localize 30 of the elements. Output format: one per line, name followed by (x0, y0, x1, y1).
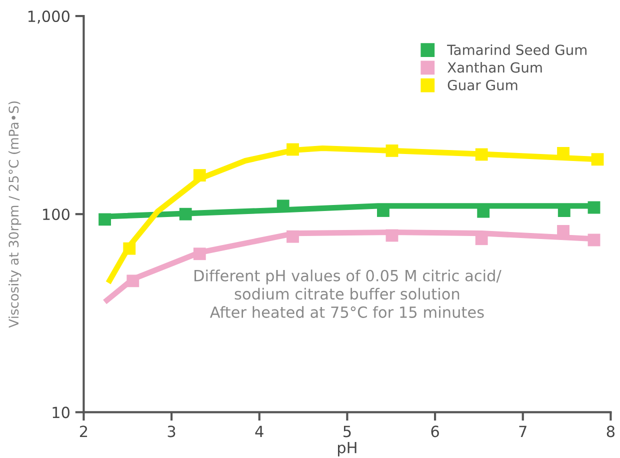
y-tick-label: 100 (43, 208, 70, 220)
point (193, 169, 206, 182)
point (286, 143, 299, 156)
x-tick-label: 5 (344, 426, 351, 438)
y-tick-label: 1,000 (28, 10, 70, 24)
x-tick-label: 2 (80, 426, 88, 438)
point (386, 229, 398, 242)
legend-label: Xanthan Gum (447, 62, 542, 73)
point (588, 234, 600, 246)
y-tick-label: 10 (52, 406, 70, 418)
point (98, 213, 111, 226)
legend-label: Guar Gum (448, 80, 518, 90)
point (179, 208, 192, 220)
point (591, 153, 604, 166)
x-axis-title: pH (338, 442, 356, 456)
point (386, 144, 398, 157)
point (475, 148, 488, 161)
y-axis-title: Viscosity at 30rpm / 25°C (mPa•S) (8, 101, 22, 328)
point (126, 274, 140, 288)
x-tick-label: 4 (255, 426, 264, 438)
legend-label: Tamarind Seed Gum (447, 44, 586, 56)
point (286, 230, 299, 243)
point (123, 242, 136, 255)
x-tick-label: 8 (606, 426, 615, 438)
x-tick-label: 6 (431, 426, 439, 438)
x-tick-label: 7 (519, 426, 526, 438)
point (588, 201, 600, 214)
point (193, 248, 206, 260)
annotation: Different pH values of 0.05 M citric acid/ sodium citrate buffer solution After heated at 75°C for 15 minutes (194, 270, 502, 318)
x-tick-label: 3 (168, 426, 176, 438)
